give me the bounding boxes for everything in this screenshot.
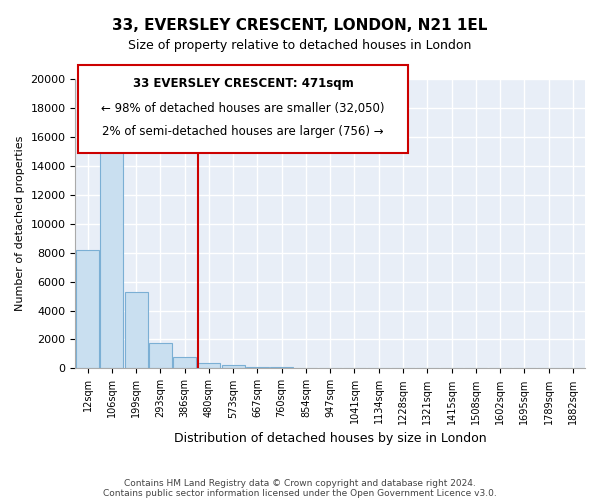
Bar [76,250,99,368]
Text: 2% of semi-detached houses are larger (756) →: 2% of semi-detached houses are larger (7… [102,125,384,138]
Bar [221,365,245,368]
Text: Contains HM Land Registry data © Crown copyright and database right 2024.: Contains HM Land Registry data © Crown c… [124,478,476,488]
Text: ← 98% of detached houses are smaller (32,050): ← 98% of detached houses are smaller (32… [101,102,385,114]
Text: 33 EVERSLEY CRESCENT: 471sqm: 33 EVERSLEY CRESCENT: 471sqm [133,76,353,90]
Bar [125,292,148,368]
Bar [149,343,172,368]
Bar [246,366,269,368]
Bar [100,130,124,368]
Y-axis label: Number of detached properties: Number of detached properties [15,136,25,312]
Text: 33, EVERSLEY CRESCENT, LONDON, N21 1EL: 33, EVERSLEY CRESCENT, LONDON, N21 1EL [112,18,488,32]
Text: Contains public sector information licensed under the Open Government Licence v3: Contains public sector information licen… [103,488,497,498]
Bar [173,357,196,368]
Bar [270,367,293,368]
Bar [197,364,220,368]
X-axis label: Distribution of detached houses by size in London: Distribution of detached houses by size … [174,432,487,445]
Text: Size of property relative to detached houses in London: Size of property relative to detached ho… [128,39,472,52]
